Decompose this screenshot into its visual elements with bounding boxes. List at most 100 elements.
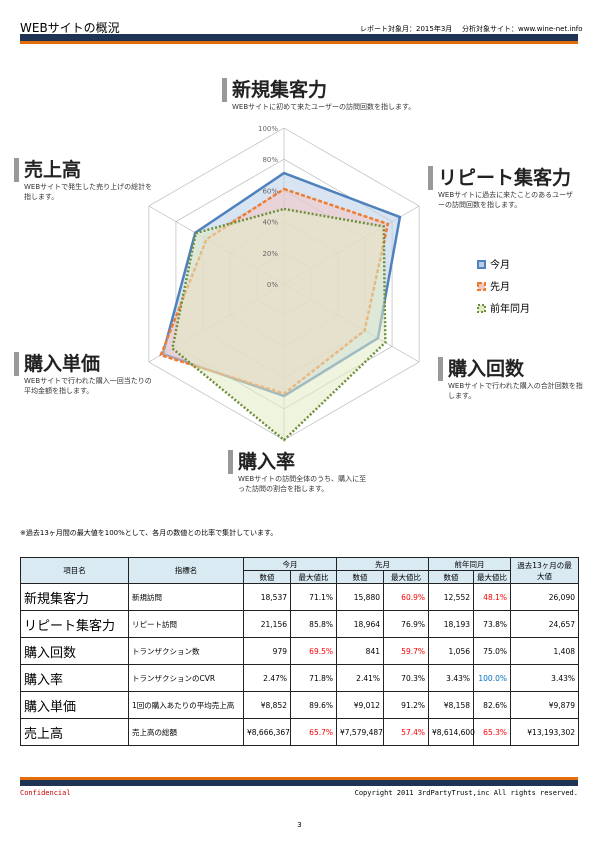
legend-label: 今月 [490, 258, 510, 271]
header-cell: 最大値比 [290, 570, 337, 584]
legend-swatch [477, 304, 486, 313]
header-cell: 数値 [243, 570, 291, 584]
footer-line [20, 777, 578, 780]
axis-title: 新規集客力 [222, 78, 462, 102]
axis-description: WEBサイトに初めて来たユーザーの訪問回数を指します。 [232, 103, 416, 111]
metric-cell: 新規訪問 [128, 583, 244, 611]
legend-swatch [477, 260, 486, 269]
summary-table: 項目名 指標名 今月 先月 前年同月 過去13ヶ月の最大値 数値 最大値比 数値 最大値比数… [20, 557, 579, 746]
count-cell: 15,880 [336, 583, 384, 611]
count-cell: 3.43% [428, 664, 474, 692]
metric-cell: 1回の購入あたりの平均売上高 [128, 691, 244, 719]
count-cell: 2.41% [336, 664, 384, 692]
header-cell: 過去13ヶ月の最大値 [510, 557, 579, 584]
ratio-cell: 100.0% [473, 664, 511, 692]
header-cell: 指標名 [128, 557, 244, 584]
ratio-cell: 82.6% [473, 691, 511, 719]
count-cell: 979 [243, 637, 291, 665]
r-tick-label: 60% [262, 187, 278, 195]
ratio-cell: 89.6% [290, 691, 337, 719]
item-cell: 購入率 [20, 664, 129, 692]
legend-swatch [477, 282, 486, 291]
count-cell: 18,193 [428, 610, 474, 638]
r-tick-label: 20% [262, 250, 278, 258]
header-bar [20, 34, 578, 41]
axis-label: 購入率 WEBサイトの訪問全体のうち、購入に至った訪問の割合を指します。 [228, 450, 368, 494]
count-cell: ¥8,158 [428, 691, 474, 719]
max-cell: 3.43% [510, 664, 579, 692]
metric-cell: トランザクションのCVR [128, 664, 244, 692]
radar-area [171, 207, 387, 442]
ratio-cell: 91.2% [383, 691, 429, 719]
table-row: 新規集客力 新規訪問 18,537 71.1% 15,880 60.9% 12,552 48.… [20, 583, 579, 611]
ratio-cell: 71.1% [290, 583, 337, 611]
copyright: Copyright 2011 3rdPartyTrust,inc All rig… [354, 789, 578, 797]
max-cell: ¥13,193,302 [510, 718, 579, 746]
max-cell: 26,090 [510, 583, 579, 611]
ratio-cell: 71.8% [290, 664, 337, 692]
ratio-cell: 57.4% [383, 718, 429, 746]
note: ※過去13ヶ月間の最大値を100%として、各月の数値との比率で集計しています。 [20, 529, 278, 537]
axis-title: リピート集客力 [428, 166, 578, 190]
metric-cell: リピート訪問 [128, 610, 244, 638]
ratio-cell: 70.3% [383, 664, 429, 692]
max-cell: 1,408 [510, 637, 579, 665]
table-row: 売上高 売上高の総額 ¥8,666,367 65.7% ¥7,579,487 57.4% ¥… [20, 718, 579, 746]
header-cell: 最大値比 [383, 570, 429, 584]
count-cell: ¥8,666,367 [243, 718, 291, 746]
count-cell: 18,537 [243, 583, 291, 611]
legend-label: 前年同月 [490, 302, 530, 315]
header-cell: 最大値比 [473, 570, 511, 584]
axis-description: WEBサイトで行われた購入一回当たりの平均金額を指します。 [24, 377, 152, 395]
page-number: 3 [297, 821, 302, 829]
ratio-cell: 48.1% [473, 583, 511, 611]
ratio-cell: 60.9% [383, 583, 429, 611]
count-cell: ¥9,012 [336, 691, 384, 719]
metric-cell: トランザクション数 [128, 637, 244, 665]
axis-label: 購入単価 WEBサイトで行われた購入一回当たりの平均金額を指します。 [14, 352, 154, 396]
item-cell: 新規集客力 [20, 583, 129, 611]
count-cell: 841 [336, 637, 384, 665]
axis-title: 購入単価 [14, 352, 154, 376]
item-cell: 売上高 [20, 718, 129, 746]
ratio-cell: 59.7% [383, 637, 429, 665]
axis-title: 売上高 [14, 158, 154, 182]
count-cell: 1,056 [428, 637, 474, 665]
ratio-cell: 65.3% [473, 718, 511, 746]
axis-label: 購入回数 WEBサイトで行われた購入の合計回数を指します。 [438, 357, 583, 401]
header-cell: 数値 [336, 570, 384, 584]
count-cell: ¥8,614,600 [428, 718, 475, 746]
header-line [20, 41, 578, 44]
legend-label: 先月 [490, 281, 510, 293]
ratio-cell: 75.0% [473, 637, 511, 665]
table-row: リピート集客力 リピート訪問 21,156 85.8% 18,964 76.9% 18,19… [20, 610, 579, 638]
header-cell: 項目名 [20, 557, 129, 584]
site: 分析対象サイト：www.wine-net.info [462, 25, 583, 33]
axis-label: 売上高 WEBサイトで発生した売り上げの総計を指します。 [14, 158, 154, 202]
r-tick-label: 0% [267, 281, 278, 289]
count-cell: 21,156 [243, 610, 291, 638]
ratio-cell: 69.5% [290, 637, 337, 665]
ratio-cell: 65.7% [290, 718, 337, 746]
max-cell: ¥9,879 [510, 691, 579, 719]
count-cell: ¥8,852 [243, 691, 291, 719]
max-cell: 24,657 [510, 610, 579, 638]
r-tick-label: 40% [262, 219, 278, 227]
header-cell: 先月 [336, 557, 429, 571]
axis-label: 新規集客力 WEBサイトに初めて来たユーザーの訪問回数を指します。 [222, 78, 462, 112]
axis-title: 購入率 [228, 450, 368, 474]
item-cell: 購入単価 [20, 691, 129, 719]
table-row: 購入率 トランザクションのCVR 2.47% 71.8% 2.41% 70.3% 3.43%… [20, 664, 579, 692]
axis-description: WEBサイトに過去に来たことのあるユーザーの訪問回数を指します。 [438, 191, 573, 209]
axis-description: WEBサイトで行われた購入の合計回数を指します。 [448, 382, 583, 400]
metric-cell: 売上高の総額 [128, 718, 244, 746]
footer-bar [20, 780, 578, 786]
axis-description: WEBサイトの訪問全体のうち、購入に至った訪問の割合を指します。 [238, 475, 367, 493]
axis-title: 購入回数 [438, 357, 583, 381]
header-cell: 前年同月 [428, 557, 511, 571]
axis-description: WEBサイトで発生した売り上げの総計を指します。 [24, 183, 153, 201]
confidential: Confidencial [20, 789, 71, 797]
r-tick-label: 100% [258, 125, 278, 133]
